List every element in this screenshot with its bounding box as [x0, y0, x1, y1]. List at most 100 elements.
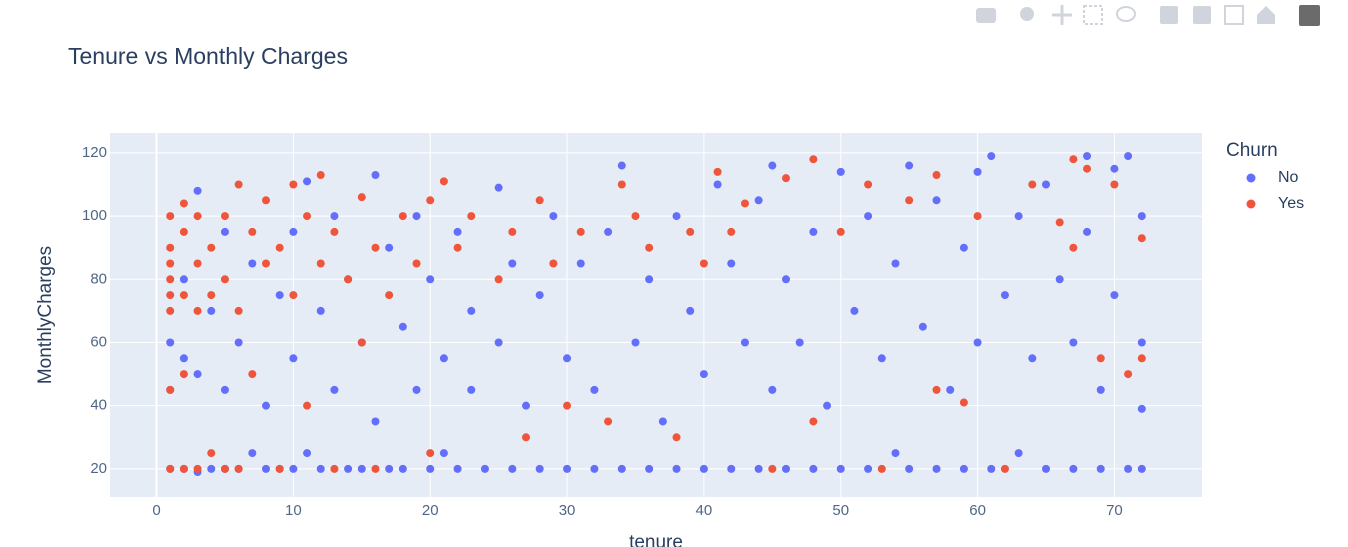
- point: [207, 291, 216, 300]
- point: [672, 212, 681, 221]
- point: [275, 291, 284, 300]
- point: [234, 306, 243, 315]
- point: [782, 275, 790, 284]
- point: [316, 259, 325, 268]
- x-axis-label: tenure: [629, 532, 683, 547]
- point: [713, 167, 722, 176]
- point: [905, 161, 914, 170]
- point: [508, 464, 517, 473]
- point: [234, 464, 243, 473]
- chart-title: Tenure vs Monthly Charges: [68, 43, 348, 69]
- point: [289, 180, 298, 189]
- point: [398, 322, 407, 331]
- point: [166, 275, 175, 284]
- point: [467, 385, 476, 394]
- point: [303, 212, 312, 221]
- point: [289, 227, 298, 236]
- point: [946, 385, 955, 394]
- point: [809, 227, 818, 236]
- point: [207, 449, 216, 458]
- point: [932, 464, 941, 473]
- point: [179, 291, 188, 300]
- point: [344, 275, 353, 284]
- point: [959, 464, 968, 473]
- point: [262, 196, 270, 205]
- point: [412, 385, 421, 394]
- point: [768, 385, 777, 394]
- pan-icon[interactable]: [1052, 5, 1072, 25]
- legend-marker: [1246, 199, 1256, 209]
- point: [193, 186, 202, 195]
- point: [1055, 218, 1064, 227]
- point: [193, 306, 202, 315]
- point: [1083, 227, 1092, 236]
- point: [166, 243, 175, 252]
- point: [905, 196, 914, 205]
- series: [166, 152, 1146, 477]
- point: [809, 155, 818, 164]
- point: [398, 464, 407, 473]
- autoscale-icon[interactable]: [1224, 5, 1244, 25]
- point: [864, 212, 873, 221]
- point: [932, 171, 941, 180]
- point: [262, 259, 270, 268]
- point: [549, 259, 558, 268]
- point: [1069, 243, 1078, 252]
- point: [1137, 338, 1146, 347]
- select-icon[interactable]: [1083, 5, 1103, 25]
- plotly-logo[interactable]: [1299, 5, 1320, 26]
- point: [357, 193, 366, 202]
- point: [754, 196, 763, 205]
- point: [590, 464, 599, 473]
- point: [549, 212, 558, 221]
- modebar[interactable]: [976, 5, 1320, 26]
- point: [987, 152, 996, 161]
- camera-icon[interactable]: [976, 8, 996, 23]
- point: [371, 464, 380, 473]
- point: [604, 417, 613, 426]
- point: [193, 370, 202, 379]
- point: [1137, 234, 1146, 243]
- point: [645, 243, 654, 252]
- point: [344, 464, 353, 473]
- point: [371, 171, 380, 180]
- zoom-icon[interactable]: [1020, 7, 1034, 21]
- point: [179, 199, 188, 208]
- point: [330, 385, 339, 394]
- point: [563, 464, 572, 473]
- reset-icon[interactable]: [1257, 6, 1275, 24]
- point: [453, 464, 462, 473]
- point: [740, 338, 749, 347]
- point: [604, 227, 613, 236]
- series: [166, 155, 1146, 473]
- point: [1110, 180, 1119, 189]
- lasso-icon[interactable]: [1116, 6, 1136, 22]
- x-tick-label: 60: [969, 502, 986, 519]
- point: [1069, 338, 1078, 347]
- point: [426, 196, 435, 205]
- point: [1137, 354, 1146, 363]
- point: [1069, 464, 1078, 473]
- point: [631, 338, 640, 347]
- zoom-in-icon[interactable]: [1160, 6, 1178, 24]
- point: [248, 370, 257, 379]
- point: [385, 291, 394, 300]
- point: [891, 449, 900, 458]
- zoom-out-icon[interactable]: [1193, 6, 1211, 24]
- point: [1096, 464, 1105, 473]
- point: [699, 370, 708, 379]
- point: [864, 464, 873, 473]
- point: [1014, 212, 1023, 221]
- point: [959, 398, 968, 407]
- point: [179, 464, 188, 473]
- legend-label: Yes: [1278, 195, 1304, 212]
- point: [1055, 275, 1064, 284]
- point: [1110, 291, 1119, 300]
- point: [535, 291, 544, 300]
- point: [1069, 155, 1078, 164]
- point: [220, 227, 229, 236]
- point: [645, 275, 654, 284]
- point: [289, 464, 298, 473]
- point: [234, 338, 243, 347]
- y-tick-label: 80: [90, 270, 107, 287]
